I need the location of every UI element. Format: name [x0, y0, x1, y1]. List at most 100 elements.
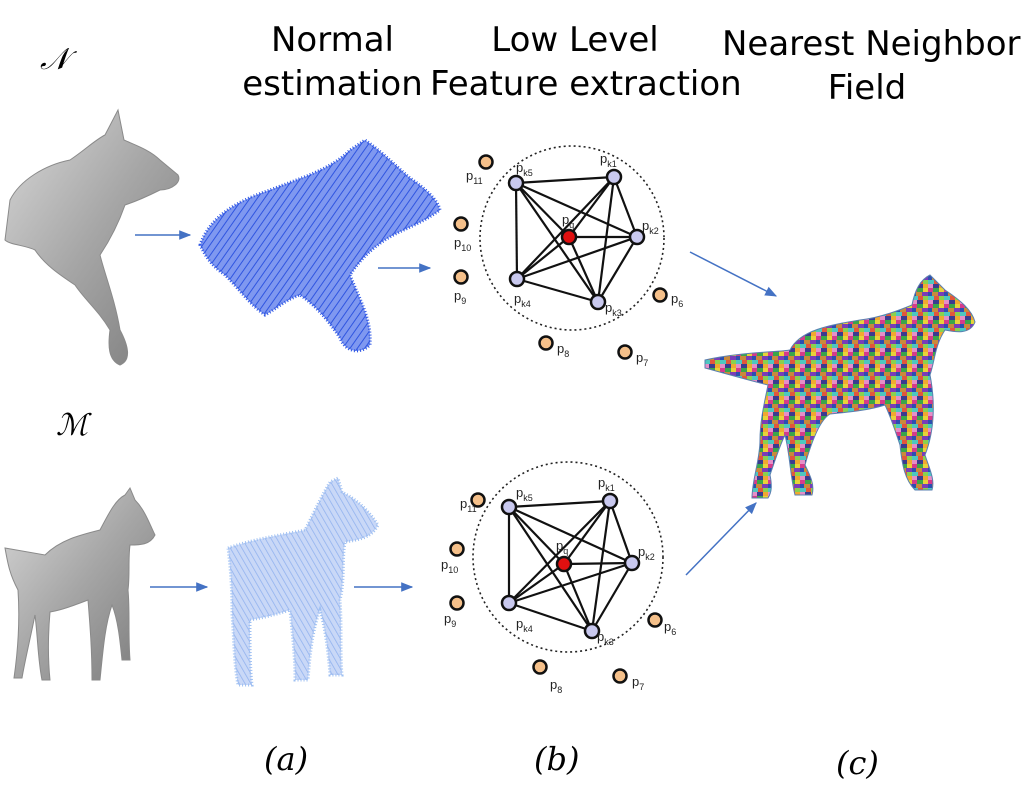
query-point: [560, 228, 578, 246]
dog-mesh-top: [4, 108, 180, 366]
title-line: Field: [827, 68, 907, 108]
outlier-point: [647, 612, 663, 628]
neighbor-label: pk2: [638, 544, 655, 562]
graph-edge: [516, 176, 615, 280]
dog-normals-bottom: [226, 475, 380, 687]
outlier-label: p7: [632, 674, 644, 692]
caption-b: (b): [534, 740, 580, 778]
title-line: Normal: [270, 20, 395, 60]
outlier-label: p6: [671, 291, 683, 309]
outlier-point: [538, 335, 554, 351]
dog-normals-top: [198, 138, 442, 353]
outlier-point: [453, 216, 469, 232]
neighbor-point: [605, 168, 623, 186]
neighbor-label: pk3: [605, 300, 622, 318]
graph-edge: [567, 236, 600, 303]
outlier-point: [478, 154, 494, 170]
outlier-point: [612, 668, 628, 684]
outlier-point: [532, 659, 548, 675]
outlier-label: p11: [460, 496, 477, 514]
title-line: estimation: [242, 64, 423, 104]
graph-edge: [508, 506, 593, 632]
feature-graph-top: pk1 pk2 pk3 pk4 pk5 pq p6 p7 p8 p9 p10 p11: [453, 145, 683, 368]
outlier-point: [617, 344, 633, 360]
dog-mesh-bottom: [4, 486, 156, 681]
nearest-neighbor-field-title: Nearest Neighbor Field: [722, 22, 1021, 110]
neighbor-label: pk5: [516, 485, 533, 503]
neighbor-label: pk1: [600, 151, 617, 169]
neighbor-point: [601, 492, 619, 510]
neighbor-point: [628, 228, 646, 246]
graph-edge: [516, 236, 570, 280]
caption-a: (a): [264, 740, 309, 778]
outlier-point: [449, 595, 465, 611]
graph-edge: [508, 563, 565, 604]
graph-edge: [563, 500, 611, 565]
graph-edge: [516, 235, 638, 281]
graph-edge: [508, 506, 565, 565]
outlier-label: p10: [441, 557, 458, 575]
feature-extraction-title: Low Level Feature extraction: [430, 18, 742, 106]
graph-edge: [508, 561, 633, 605]
graph-edge: [515, 182, 599, 303]
neighbor-label: pk4: [514, 291, 531, 309]
neighbor-point: [507, 174, 525, 192]
outlier-point: [453, 269, 469, 285]
outlier-point: [652, 287, 668, 303]
neighborhood-circle: [472, 461, 664, 653]
graph-edge: [508, 601, 593, 633]
arrow-bottom-graph-to-nnf: [685, 502, 757, 576]
outlier-point: [449, 541, 465, 557]
graph-edge: [508, 499, 611, 509]
title-line: Low Level: [491, 20, 659, 60]
neighbor-label: pk5: [516, 160, 533, 178]
outlier-label: p9: [454, 288, 466, 306]
neighborhood-circle: [479, 145, 665, 331]
normal-estimation-title: Normal estimation: [240, 18, 425, 106]
outlier-label: p8: [557, 341, 569, 359]
graph-edge: [590, 500, 612, 632]
graph-edge: [612, 176, 639, 238]
caption-c: (c): [836, 744, 879, 782]
graph-edge: [514, 182, 519, 280]
graph-edge: [596, 176, 616, 303]
query-label: pq: [562, 212, 574, 230]
query-label: pq: [556, 538, 568, 556]
arrow-top-graph-to-nnf: [689, 251, 778, 297]
graph-edge: [515, 175, 615, 185]
outlier-label: p11: [466, 168, 483, 186]
title-line: Feature extraction: [430, 64, 742, 104]
outlier-point: [470, 492, 486, 508]
graph-edge: [515, 181, 638, 239]
neighbor-point: [500, 498, 518, 516]
graph-edge: [508, 505, 633, 565]
graph-edge: [597, 236, 638, 303]
neighbor-point: [623, 554, 641, 572]
dog-nnf-mosaic: [704, 274, 976, 499]
outlier-label: p7: [636, 350, 648, 368]
graph-edge: [508, 500, 611, 604]
outlier-label: p9: [444, 611, 456, 629]
neighbor-label: pk3: [597, 629, 614, 647]
outlier-label: p6: [664, 619, 676, 637]
neighbor-point: [500, 594, 518, 612]
mesh-m-label: ℳ: [56, 408, 89, 443]
neighbor-label: pk2: [642, 218, 659, 236]
neighbor-point: [583, 622, 601, 640]
mesh-n-label: 𝒩: [40, 42, 69, 77]
graph-edge: [563, 561, 633, 566]
neighbor-label: pk4: [516, 616, 533, 634]
neighbor-label: pk1: [598, 475, 615, 493]
title-line: Nearest Neighbor: [722, 24, 1021, 64]
graph-edge: [568, 176, 615, 238]
graph-edge: [516, 277, 599, 304]
graph-edge: [591, 562, 633, 632]
feature-graph-bottom: pk1 pk2 pk3 pk4 pk5 pq p6 p7 p8 p9 p10 p11: [441, 461, 676, 695]
graph-edge: [608, 500, 634, 564]
neighbor-point: [589, 293, 607, 311]
flow-arrows: [135, 230, 778, 592]
query-point: [555, 555, 573, 573]
graph-edge: [562, 563, 594, 632]
graph-edge: [515, 182, 570, 238]
